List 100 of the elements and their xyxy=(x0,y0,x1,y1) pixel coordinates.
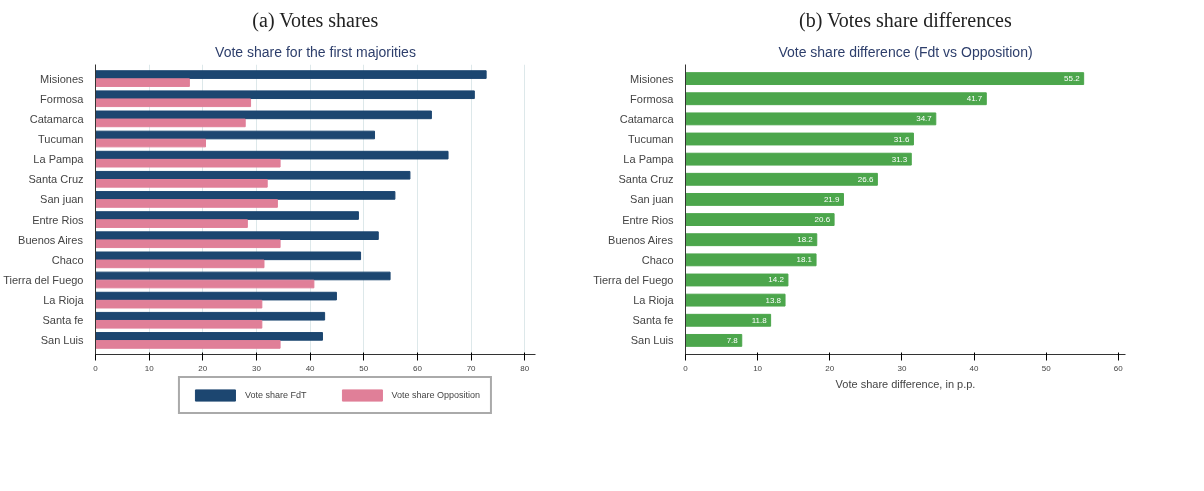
x-tick-label: 30 xyxy=(897,363,907,373)
bar xyxy=(95,311,326,321)
x-tick-label: 0 xyxy=(93,363,99,373)
x-axis-title: Vote share difference, in p.p. xyxy=(835,377,976,390)
bar xyxy=(685,112,937,126)
y-tick-label: Formosa xyxy=(40,92,85,105)
chart-title: (b) Votes share differences xyxy=(798,8,1012,32)
bar xyxy=(685,72,1085,86)
bar xyxy=(685,253,817,267)
y-tick-label: Tucuman xyxy=(628,133,674,146)
y-tick-label: Catamarca xyxy=(619,112,675,125)
y-tick-label: La Rioja xyxy=(43,294,85,307)
y-tick-label: Buenos Aires xyxy=(18,233,84,246)
bar xyxy=(685,193,844,206)
bar xyxy=(685,273,789,287)
bar xyxy=(95,118,246,128)
x-tick-label: 30 xyxy=(252,363,262,373)
x-tick-label: 40 xyxy=(305,363,316,373)
y-tick-label: Santa fe xyxy=(42,314,84,327)
bar xyxy=(95,211,359,220)
bar xyxy=(95,332,323,341)
y-tick-label: San Luis xyxy=(40,334,84,347)
y-tick-label: Tucuman xyxy=(38,133,84,146)
x-tick-label: 60 xyxy=(1113,363,1124,373)
data-label: 41.7 xyxy=(966,94,983,104)
bar xyxy=(685,213,835,226)
y-tick-label: Misiones xyxy=(40,72,84,85)
bar xyxy=(685,172,878,186)
data-label: 26.6 xyxy=(857,174,874,184)
y-tick-label: Formosa xyxy=(630,92,675,105)
y-tick-label: San juan xyxy=(40,193,84,206)
bar xyxy=(95,98,252,108)
legend-label: Vote share Opposition xyxy=(391,390,481,400)
x-tick-label: 40 xyxy=(969,363,980,373)
bar xyxy=(685,152,912,166)
bar xyxy=(95,239,281,249)
y-tick-label: Chaco xyxy=(641,253,674,266)
bar xyxy=(685,313,772,327)
bar xyxy=(95,130,376,140)
data-label: 11.8 xyxy=(751,315,768,325)
bar xyxy=(685,233,818,247)
bar xyxy=(95,150,449,160)
bar xyxy=(95,231,379,241)
x-tick-label: 60 xyxy=(413,363,423,373)
x-tick-label: 20 xyxy=(825,363,835,373)
y-tick-label: Chaco xyxy=(51,253,84,266)
y-tick-label: San Luis xyxy=(630,334,674,347)
bar xyxy=(685,132,914,146)
chart-title: (a) Votes shares xyxy=(252,8,379,32)
bar xyxy=(95,271,391,281)
bar xyxy=(95,291,337,301)
data-label: 31.6 xyxy=(893,134,910,144)
y-tick-label: La Pampa xyxy=(623,153,675,166)
x-tick-label: 80 xyxy=(520,363,530,373)
x-tick-label: 10 xyxy=(753,363,763,373)
bar xyxy=(685,293,786,307)
legend-label: Vote share FdT xyxy=(244,390,307,400)
bar xyxy=(95,191,396,200)
bar xyxy=(685,333,743,347)
x-tick-label: 70 xyxy=(466,363,477,373)
y-tick-label: Tierra del Fuego xyxy=(593,273,674,286)
bar xyxy=(95,299,263,309)
y-tick-label: La Pampa xyxy=(33,153,85,166)
bar xyxy=(95,90,475,100)
bar xyxy=(95,178,268,188)
data-label: 13.8 xyxy=(765,295,782,305)
x-tick-label: 10 xyxy=(144,363,155,373)
data-label: 14.2 xyxy=(768,275,785,285)
data-label: 7.8 xyxy=(726,335,739,345)
bar xyxy=(95,259,265,269)
bar xyxy=(95,78,190,87)
y-tick-label: Santa Cruz xyxy=(28,173,84,186)
data-label: 21.9 xyxy=(823,194,841,204)
bar xyxy=(95,138,206,148)
data-label: 34.7 xyxy=(916,114,933,124)
data-label: 18.1 xyxy=(796,255,813,265)
bar xyxy=(95,251,362,261)
y-tick-label: Santa fe xyxy=(632,314,674,327)
y-tick-label: Buenos Aires xyxy=(608,233,674,246)
bar xyxy=(95,110,432,120)
y-tick-label: San juan xyxy=(630,193,674,206)
y-tick-label: Entre Rios xyxy=(622,213,674,226)
y-tick-label: La Rioja xyxy=(633,294,675,307)
chart-subtitle: Vote share for the first majorities xyxy=(215,43,416,60)
bar xyxy=(95,70,487,79)
data-label: 31.3 xyxy=(891,154,908,164)
x-tick-label: 50 xyxy=(1041,363,1052,373)
bar xyxy=(95,340,281,349)
data-label: 20.6 xyxy=(814,215,831,225)
data-label: 55.2 xyxy=(1064,74,1081,84)
y-tick-label: Catamarca xyxy=(29,112,85,125)
bar xyxy=(95,279,315,289)
y-tick-label: Misiones xyxy=(630,72,674,85)
y-tick-label: Santa Cruz xyxy=(618,173,674,186)
x-tick-label: 20 xyxy=(198,363,208,373)
x-tick-label: 50 xyxy=(359,363,369,373)
bar xyxy=(685,92,987,106)
bar xyxy=(95,199,278,208)
x-tick-label: 0 xyxy=(683,363,689,373)
y-tick-label: Tierra del Fuego xyxy=(3,273,84,286)
